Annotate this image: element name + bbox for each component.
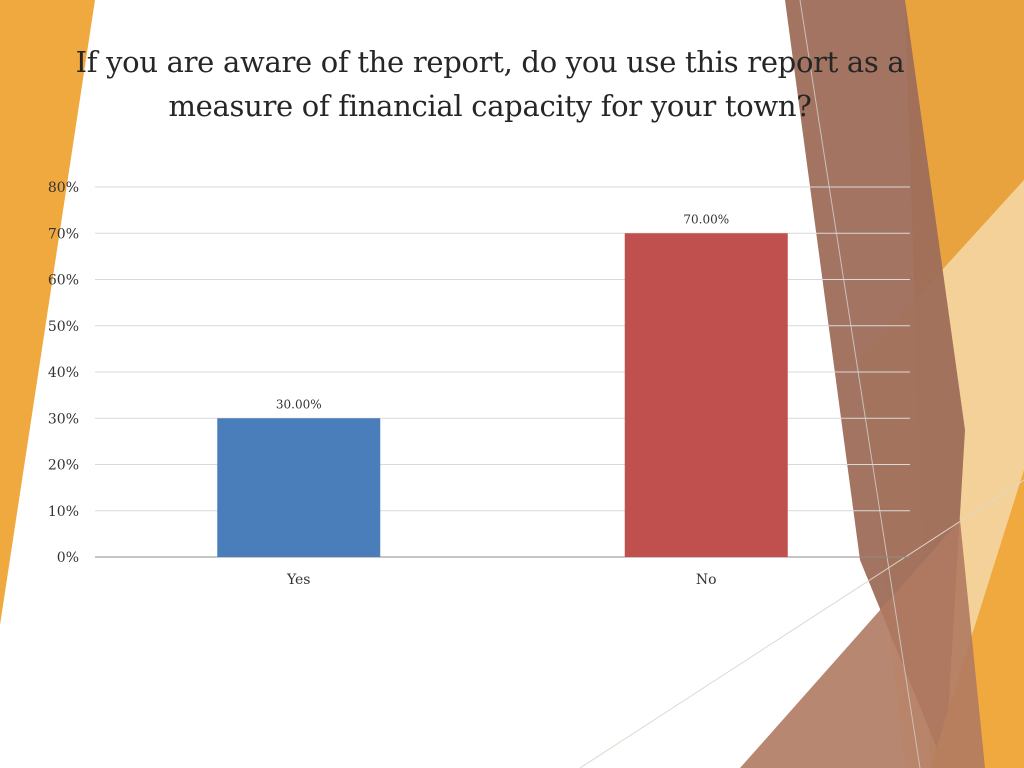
y-tick-label: 30% [48, 411, 79, 427]
bar-no [624, 233, 788, 557]
x-category-label: Yes [286, 572, 311, 588]
bars [217, 233, 788, 557]
y-tick-label: 0% [57, 550, 79, 566]
y-tick-label: 70% [48, 226, 79, 242]
data-label: 30.00% [276, 397, 322, 411]
slide-title: If you are aware of the report, do you u… [75, 45, 905, 123]
x-category-label: No [696, 572, 717, 588]
y-tick-label: 80% [48, 180, 79, 196]
bar-yes [217, 418, 381, 557]
data-label: 70.00% [683, 212, 729, 226]
y-tick-label: 20% [48, 458, 79, 474]
bottom-brown-facet [740, 520, 985, 768]
decor-line-1 [799, 0, 921, 768]
labels: 0% 10% 20% 30% 40% 50% 60% 70% 80% 30.00% Yes 70.00… [48, 180, 729, 588]
y-tick-label: 40% [48, 365, 79, 381]
decor-line-2 [579, 479, 1024, 768]
y-tick-label: 10% [48, 504, 79, 520]
left-orange-facet [0, 0, 95, 625]
y-tick-label: 60% [48, 273, 79, 289]
y-tick-label: 50% [48, 319, 79, 335]
